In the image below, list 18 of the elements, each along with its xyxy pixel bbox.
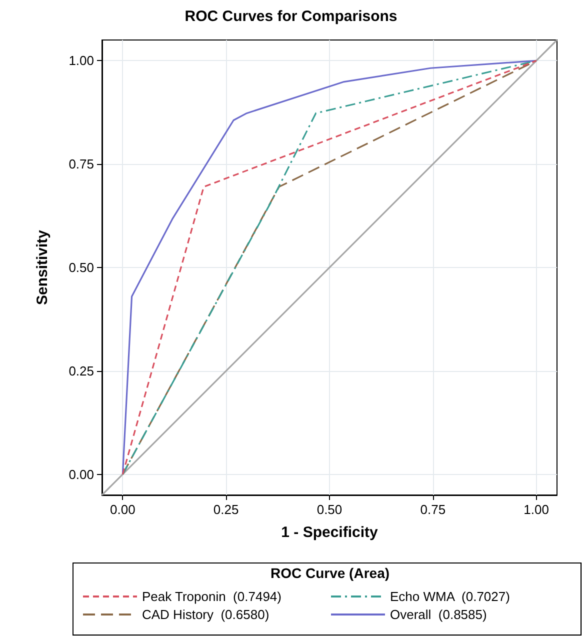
legend-label: Overall (0.8585) — [390, 607, 487, 622]
x-tick-label: 0.50 — [316, 502, 342, 517]
legend-label: Peak Troponin (0.7494) — [142, 589, 282, 604]
x-tick-label: 0.00 — [110, 502, 136, 517]
x-tick-label: 0.75 — [420, 502, 446, 517]
chart-title: ROC Curves for Comparisons — [184, 8, 398, 25]
y-axis-title: Sensitivity — [34, 229, 51, 306]
y-tick-label: 0.25 — [68, 363, 94, 378]
y-tick-label: 0.75 — [68, 156, 94, 172]
y-tick-label: 0.50 — [68, 260, 94, 275]
y-tick-label: 1.00 — [68, 53, 94, 68]
y-tick-label: 0.00 — [68, 466, 94, 482]
x-tick-label: 0.25 — [213, 502, 239, 517]
x-tick-label: 1.00 — [524, 502, 549, 517]
legend-label: Echo WMA (0.7027) — [390, 589, 510, 604]
x-axis-title: 1 - Specificity — [281, 524, 379, 541]
legend-title: ROC Curve (Area) — [270, 565, 390, 581]
legend-label: CAD History (0.6580) — [142, 607, 270, 622]
